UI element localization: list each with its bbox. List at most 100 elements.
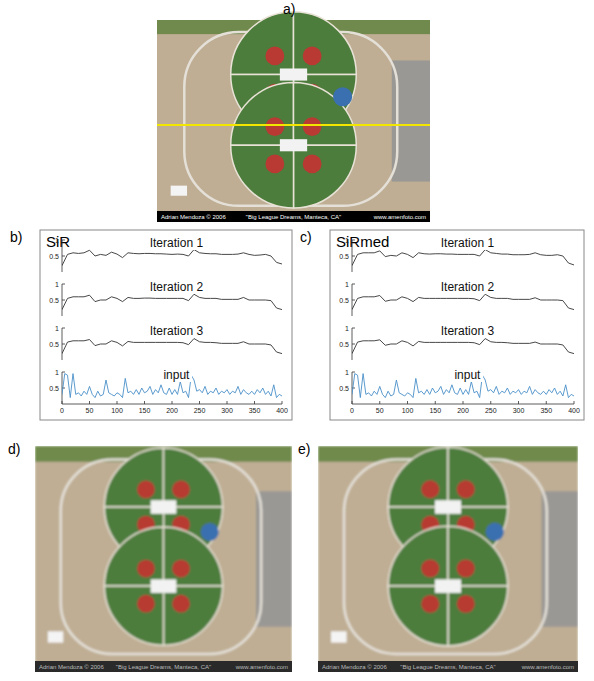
subplot: 0.51050100150200250300350400input xyxy=(339,368,580,414)
caption-band xyxy=(35,661,292,672)
x-tick-label: 350 xyxy=(249,407,261,414)
photo: Adrian Mendoza © 2006"Big League Dreams,… xyxy=(35,446,292,672)
center-building xyxy=(151,500,177,514)
series-label: Iteration 3 xyxy=(150,324,204,338)
y-tick xyxy=(352,256,355,257)
x-tick xyxy=(89,401,90,404)
chart-title: SiRmed xyxy=(336,233,389,250)
photo-content xyxy=(157,12,430,222)
y-tick-label: 1 xyxy=(345,325,349,332)
x-tick-label: 400 xyxy=(276,407,288,414)
x-tick xyxy=(490,401,491,404)
y-tick xyxy=(62,372,65,373)
plot-area xyxy=(62,339,282,354)
x-tick-label: 300 xyxy=(513,407,525,414)
y-tick xyxy=(62,284,65,285)
label-patch xyxy=(439,324,497,338)
label-patch xyxy=(452,368,483,382)
chart: SiRmed0.51Iteration 10.51Iteration 20.51… xyxy=(330,230,584,420)
x-tick-label: 100 xyxy=(402,407,414,414)
photo-content xyxy=(318,446,578,672)
field xyxy=(388,586,448,646)
chart-frame xyxy=(330,230,584,420)
infield xyxy=(137,595,155,613)
x-tick-label: 300 xyxy=(221,407,233,414)
label-patch xyxy=(439,236,497,250)
photo: Adrian Mendoza © 2006"Big League Dreams,… xyxy=(318,446,578,672)
y-tick-label: 1 xyxy=(55,281,59,288)
y-tick-label: 1 xyxy=(345,237,349,244)
panel-label: a) xyxy=(283,1,295,17)
series-label: Iteration 2 xyxy=(150,280,204,294)
x-tick-label: 200 xyxy=(457,407,469,414)
series-label: Iteration 1 xyxy=(150,236,204,250)
photo-caption: Adrian Mendoza © 2006 xyxy=(322,664,387,670)
label-patch xyxy=(148,324,206,338)
y-tick-label: 0.5 xyxy=(339,253,349,260)
x-tick-label: 0 xyxy=(60,407,64,414)
infield xyxy=(265,117,284,136)
series-label: Iteration 3 xyxy=(441,324,495,338)
scan-line xyxy=(157,124,430,126)
x-tick xyxy=(62,401,63,404)
field xyxy=(104,527,163,586)
x-tick xyxy=(352,401,353,404)
subplot: 0.51Iteration 3 xyxy=(49,324,282,360)
photo: Adrian Mendoza © 2006"Big League Dreams,… xyxy=(157,12,430,222)
x-tick-label: 400 xyxy=(568,407,580,414)
y-tick xyxy=(62,256,65,257)
infield xyxy=(172,481,190,499)
chart-title: SiR xyxy=(46,233,70,250)
series-label: input xyxy=(454,368,481,382)
y-tick xyxy=(62,328,65,329)
field xyxy=(388,447,448,507)
series-label: Iteration 2 xyxy=(441,280,495,294)
field xyxy=(231,12,294,75)
ground xyxy=(318,446,578,672)
photo-caption: www.amenfoto.com xyxy=(235,664,288,670)
figure: Adrian Mendoza © 2006 "Big League Dreams,… xyxy=(0,0,594,681)
y-tick-label: 0.5 xyxy=(49,297,59,304)
series-line xyxy=(352,339,574,354)
photo-caption: www.amenfoto.com xyxy=(521,664,574,670)
x-tick xyxy=(282,401,283,404)
y-tick-label: 0.5 xyxy=(339,297,349,304)
field xyxy=(294,82,357,145)
subplot: 0.5 1 Iteration 2 xyxy=(49,280,282,316)
field xyxy=(231,145,294,208)
x-tick-label: 200 xyxy=(166,407,178,414)
x-tick-label: 150 xyxy=(429,407,441,414)
blue-dome xyxy=(333,87,352,106)
center-building xyxy=(151,579,177,593)
infield xyxy=(303,117,322,136)
field xyxy=(448,447,508,507)
photo-caption: "Big League Dreams, Manteca, CA" xyxy=(116,664,211,670)
field xyxy=(448,586,508,646)
blue-dome xyxy=(486,523,504,541)
plot-area xyxy=(352,339,574,354)
label-patch xyxy=(439,280,497,294)
plot-area xyxy=(62,250,282,266)
chart-frame xyxy=(40,230,292,420)
y-tick-label: 1 xyxy=(55,237,59,244)
series-line xyxy=(352,250,574,266)
field xyxy=(104,586,163,645)
x-tick xyxy=(199,401,200,404)
x-tick xyxy=(518,401,519,404)
x-tick xyxy=(117,401,118,404)
x-tick-label: 250 xyxy=(485,407,497,414)
field xyxy=(294,12,357,75)
shed xyxy=(171,186,187,196)
panel-label: e) xyxy=(298,441,310,457)
x-tick xyxy=(254,401,255,404)
x-tick xyxy=(144,401,145,404)
infield xyxy=(303,154,322,173)
y-tick xyxy=(62,300,65,301)
x-tick xyxy=(574,401,575,404)
x-tick-label: 350 xyxy=(540,407,552,414)
series-line xyxy=(352,294,574,309)
series-line xyxy=(62,294,282,309)
chart: SiR 0.5 1 Iteration 1 0.5 1 Iteration 2 0.51Ite… xyxy=(40,230,292,420)
subplot: 0.51Iteration 3 xyxy=(339,324,574,360)
y-tick xyxy=(352,328,355,329)
